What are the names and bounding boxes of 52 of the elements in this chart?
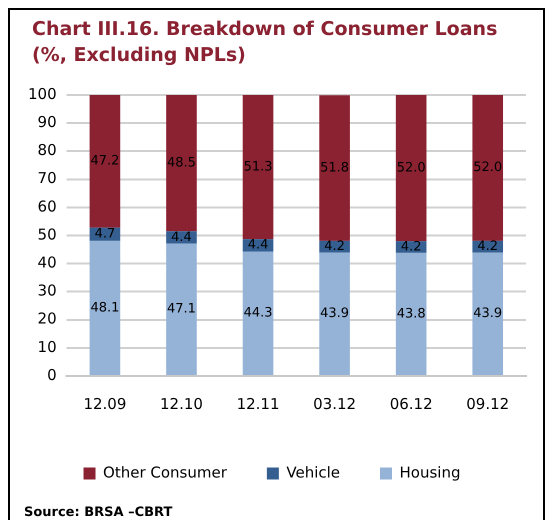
- bar: [396, 252, 426, 375]
- y-tick-label: 50: [38, 225, 57, 244]
- data-label: 47.2: [90, 154, 120, 169]
- x-tick-label: 12.11: [236, 394, 280, 413]
- bar: [242, 252, 274, 375]
- data-label: 4.2: [477, 239, 498, 254]
- x-tick-label: 09.12: [466, 394, 510, 413]
- x-tick-label: 12.10: [160, 394, 203, 413]
- data-label: 43.9: [320, 306, 350, 322]
- bar: [472, 252, 504, 375]
- data-label: 4.2: [324, 239, 345, 254]
- data-label: 52.0: [473, 160, 502, 176]
- x-tick-label: 03.12: [313, 394, 356, 413]
- y-tick-label: 60: [38, 197, 57, 216]
- bar: [319, 95, 350, 241]
- bar: [166, 95, 197, 232]
- data-label: 4.2: [400, 239, 422, 254]
- bar: [472, 95, 504, 241]
- legend-label: Vehicle: [286, 463, 340, 482]
- bar: [319, 252, 350, 375]
- bar: [166, 244, 197, 375]
- bar: [396, 95, 426, 242]
- chart-title: Chart III.16. Breakdown of Consumer Loans (%, Excluding NPLs): [31, 17, 498, 68]
- data-label: 43.9: [473, 306, 502, 322]
- data-label: 4.7: [94, 226, 116, 242]
- bar: [242, 95, 274, 240]
- data-label: 44.3: [244, 306, 273, 321]
- y-tick-label: 80: [38, 141, 57, 160]
- y-tick-label: 70: [38, 169, 57, 188]
- data-label: 4.4: [248, 238, 268, 253]
- data-label: 52.0: [396, 160, 426, 176]
- data-label: 47.1: [166, 302, 196, 317]
- data-label: 43.8: [396, 306, 426, 322]
- x-tick-label: 12.09: [83, 394, 126, 413]
- x-tick-label: 06.12: [390, 394, 433, 413]
- bar: [90, 95, 120, 228]
- data-label: 51.3: [244, 159, 273, 174]
- data-label: 51.8: [320, 160, 350, 176]
- source-note: Source: BRSA –CBRT: [23, 504, 174, 520]
- bar: [90, 240, 120, 375]
- y-tick-label: 30: [38, 282, 57, 300]
- y-tick-label: 0: [47, 366, 57, 384]
- data-label: 48.1: [90, 300, 120, 316]
- y-tick-label: 100: [28, 84, 57, 103]
- y-tick-label: 10: [38, 338, 57, 356]
- legend-label: Housing: [400, 463, 460, 482]
- y-tick-label: 20: [38, 310, 57, 328]
- legend-label: Other Consumer: [103, 463, 228, 482]
- y-tick-label: 90: [38, 112, 57, 131]
- data-label: 4.4: [171, 230, 192, 245]
- data-label: 48.5: [166, 156, 196, 171]
- y-tick-label: 40: [38, 253, 57, 272]
